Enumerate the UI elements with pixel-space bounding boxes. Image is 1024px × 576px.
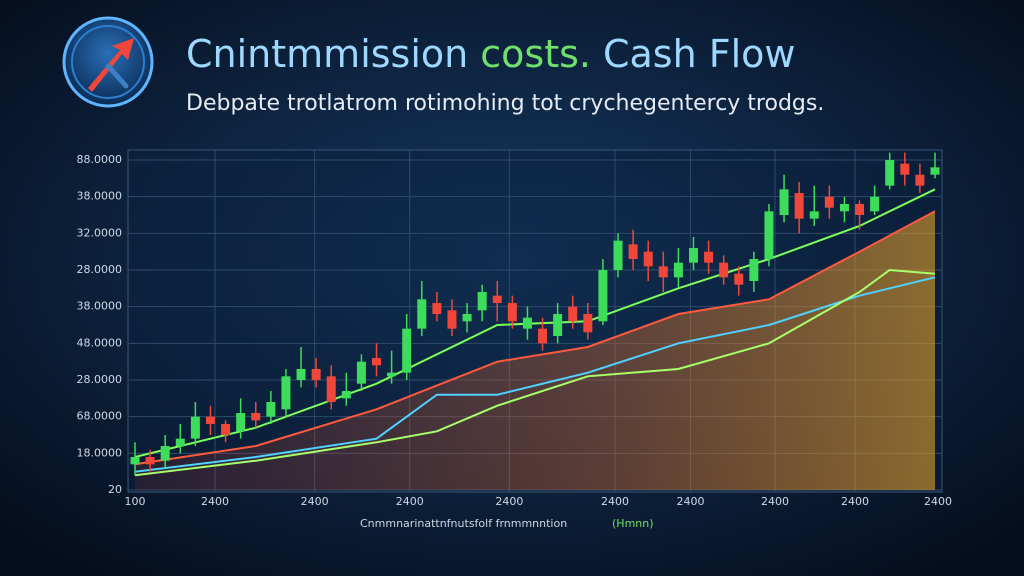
area bbox=[135, 211, 935, 491]
x-tick-label: 2400 bbox=[601, 495, 629, 508]
candle-body bbox=[779, 189, 789, 215]
x-axis-label-note: (Hmnn) bbox=[612, 517, 654, 530]
candle-body bbox=[613, 240, 623, 270]
line bbox=[134, 210, 936, 466]
x-tick-label: 2400 bbox=[301, 495, 329, 508]
candle-body bbox=[175, 438, 185, 446]
candle-body bbox=[839, 204, 849, 212]
x-tick-label: 2400 bbox=[396, 495, 424, 508]
candle-body bbox=[538, 328, 548, 344]
candle-body bbox=[824, 196, 834, 208]
y-tick-label: 38.0000 bbox=[77, 300, 123, 313]
candle-body bbox=[794, 193, 804, 219]
candle-body bbox=[236, 413, 246, 432]
logo-icon bbox=[62, 16, 154, 108]
candle-body bbox=[205, 416, 215, 424]
candle-body bbox=[553, 314, 563, 336]
candle-body bbox=[356, 361, 366, 384]
candle-body bbox=[160, 446, 170, 461]
x-axis-label: Cnmmnarinattnfnutsfolf frnmmnntion bbox=[360, 517, 567, 530]
candle-body bbox=[628, 244, 638, 259]
candle-body bbox=[372, 358, 382, 366]
candle-body bbox=[266, 402, 276, 417]
candle-body bbox=[522, 317, 532, 329]
y-tick-label: 28.0000 bbox=[77, 263, 123, 276]
candle-body bbox=[402, 328, 412, 373]
candle-body bbox=[341, 391, 351, 399]
candle-body bbox=[492, 295, 502, 303]
y-tick-label: 28.0000 bbox=[77, 373, 123, 386]
y-tick-label: 18.0000 bbox=[77, 446, 123, 459]
line bbox=[134, 276, 936, 473]
candle-body bbox=[673, 262, 683, 278]
candle-body bbox=[447, 310, 457, 329]
candle-body bbox=[583, 314, 593, 333]
title-part: Cnintmmission bbox=[186, 32, 468, 76]
candle-body bbox=[870, 196, 880, 212]
x-tick-label: 2400 bbox=[761, 495, 789, 508]
y-tick-label: 88.0000 bbox=[77, 153, 123, 166]
candle-body bbox=[190, 416, 200, 439]
candle-body bbox=[326, 376, 336, 402]
candle-body bbox=[704, 251, 714, 263]
candle-body bbox=[145, 457, 155, 465]
candle-body bbox=[311, 369, 321, 380]
candle-body bbox=[432, 303, 442, 314]
chart-subtitle: Debpate trotlatrom rotimohing tot cryche… bbox=[186, 91, 824, 116]
candle-body bbox=[477, 292, 487, 311]
candle-body bbox=[688, 248, 698, 263]
title-part: Cash Flow bbox=[603, 32, 796, 76]
candle-body bbox=[719, 262, 729, 278]
y-tick-label: 68.0000 bbox=[77, 410, 123, 423]
candle-body bbox=[930, 167, 940, 175]
y-tick-label: 38.0000 bbox=[77, 190, 123, 203]
candle-body bbox=[900, 163, 910, 175]
x-tick-label: 2400 bbox=[676, 495, 704, 508]
line bbox=[134, 268, 936, 477]
candle-body bbox=[281, 376, 291, 410]
x-tick-label: 100 bbox=[125, 495, 146, 508]
candle-body bbox=[809, 211, 819, 219]
candle-body bbox=[417, 299, 427, 329]
candle-body bbox=[749, 259, 759, 281]
y-tick-label: 48.0000 bbox=[77, 336, 123, 349]
candle-body bbox=[130, 457, 140, 465]
candle-body bbox=[643, 251, 653, 267]
x-tick-label: 2400 bbox=[841, 495, 869, 508]
candle-body bbox=[885, 160, 895, 186]
candle-body bbox=[507, 303, 517, 322]
candle-body bbox=[658, 266, 668, 278]
x-tick-label: 2400 bbox=[201, 495, 229, 508]
y-tick-label: 20 bbox=[108, 483, 122, 496]
candle-body bbox=[221, 424, 231, 435]
candle-body bbox=[598, 270, 608, 322]
candle-body bbox=[296, 369, 306, 380]
candle-body bbox=[915, 174, 925, 186]
candle-body bbox=[462, 314, 472, 322]
chart-title: Cnintmmission costs. Cash Flow bbox=[186, 32, 796, 76]
y-tick-label: 32.0000 bbox=[77, 226, 123, 239]
candle-body bbox=[855, 204, 865, 215]
candle-body bbox=[734, 273, 744, 285]
x-tick-label: 2400 bbox=[924, 495, 952, 508]
candle-body bbox=[387, 372, 397, 377]
title-part: costs. bbox=[480, 32, 591, 76]
candle-body bbox=[251, 413, 261, 421]
x-tick-label: 2400 bbox=[495, 495, 523, 508]
candle-body bbox=[568, 306, 578, 322]
candle-body bbox=[764, 211, 774, 259]
